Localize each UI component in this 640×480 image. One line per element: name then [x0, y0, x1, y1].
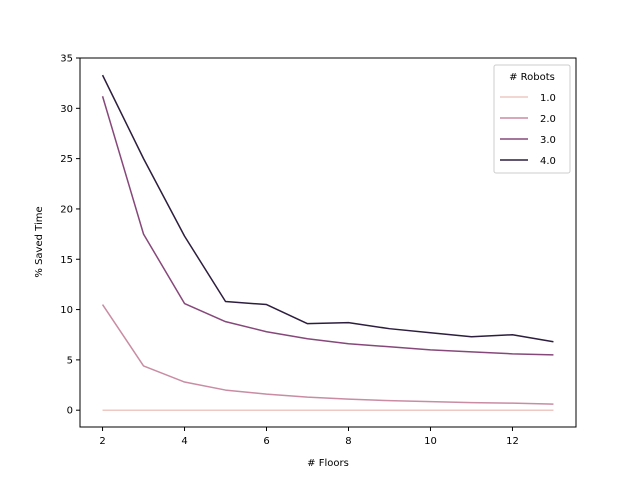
x-tick-label: 8	[345, 436, 351, 447]
y-tick-label: 0	[67, 406, 73, 417]
x-axis-ticks: 2 4 6 8 10 12	[99, 427, 519, 447]
x-tick-label: 2	[99, 436, 105, 447]
y-tick-label: 15	[60, 255, 73, 266]
series-line-2	[101, 96, 554, 356]
x-tick-label: 10	[424, 436, 437, 447]
legend: # Robots 1.0 2.0 3.0 4.0	[493, 64, 571, 174]
y-tick-label: 5	[67, 355, 73, 366]
legend-title: # Robots	[509, 72, 555, 83]
legend-label-3: 4.0	[540, 156, 556, 167]
y-axis-ticks: 0 5 10 15 20 25 30 35	[60, 54, 80, 417]
x-tick-label: 12	[506, 436, 519, 447]
y-tick-label: 30	[60, 104, 73, 115]
legend-entries: 1.0 2.0 3.0 4.0	[500, 93, 556, 167]
y-tick-label: 20	[60, 204, 73, 215]
y-tick-label: 10	[60, 305, 73, 316]
y-tick-label: 35	[60, 54, 73, 65]
legend-box	[493, 64, 571, 174]
series-line-3	[101, 74, 554, 343]
x-tick-label: 6	[263, 436, 269, 447]
x-tick-label: 4	[181, 436, 187, 447]
legend-label-1: 2.0	[540, 114, 556, 125]
x-axis-label: # Floors	[307, 458, 349, 469]
legend-label-2: 3.0	[540, 135, 556, 146]
y-tick-label: 25	[60, 154, 73, 165]
legend-label-0: 1.0	[540, 93, 556, 104]
plot-frame	[79, 57, 577, 428]
y-axis-label: % Saved Time	[34, 206, 45, 277]
plot-lines	[101, 74, 554, 411]
series-line-1	[101, 304, 554, 405]
